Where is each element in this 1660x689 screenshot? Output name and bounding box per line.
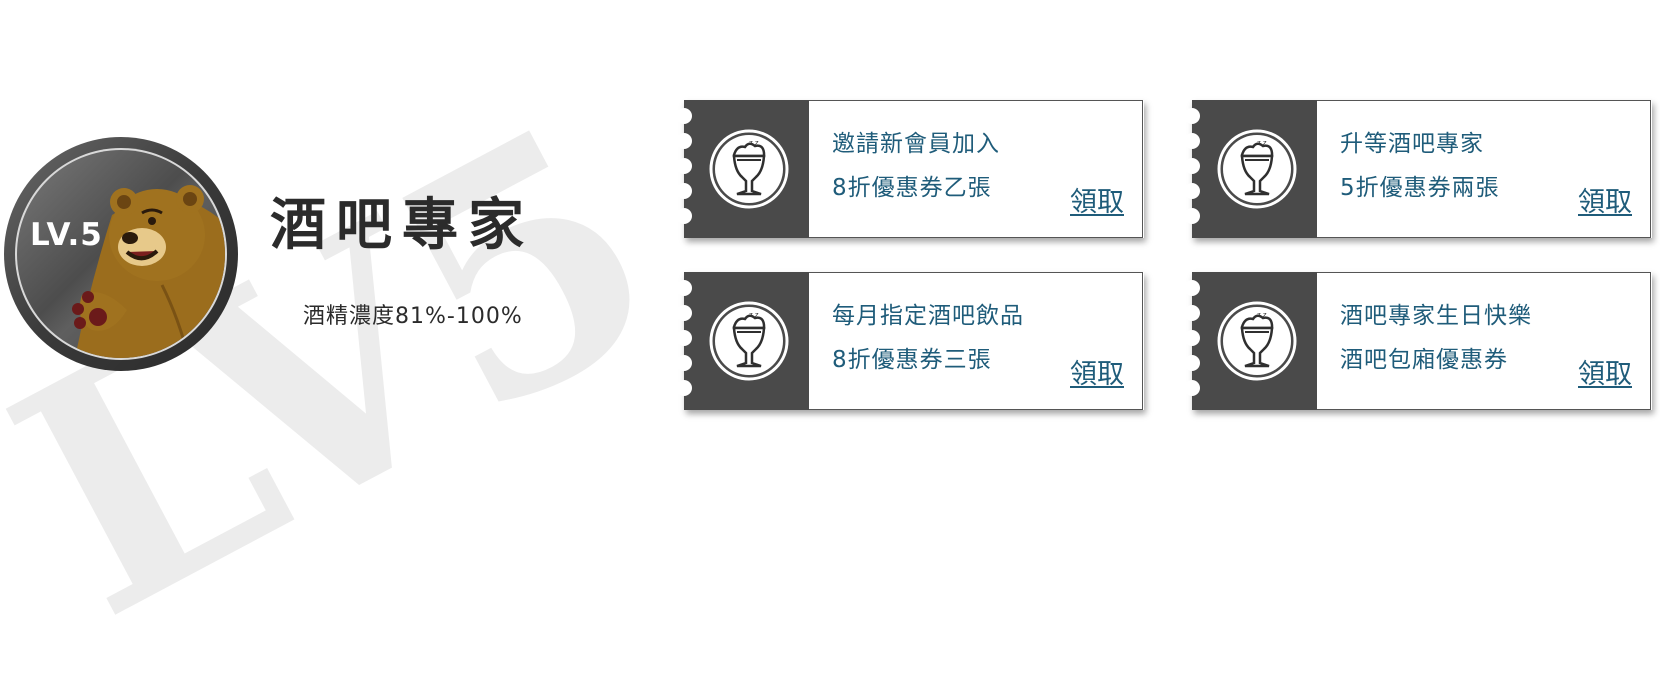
coupon-title: 每月指定酒吧飲品: [832, 303, 1024, 329]
coupon-card: z z 邀請新會員加入 8折優惠券乙張 領取: [676, 100, 1144, 238]
coupon-body: 每月指定酒吧飲品 8折優惠券三張 領取: [809, 272, 1143, 410]
svg-text:z z: z z: [749, 311, 759, 319]
level-subtitle: 酒精濃度81%-100%: [303, 304, 523, 329]
coupon-description: 8折優惠券三張: [832, 347, 992, 373]
coupon-title: 升等酒吧專家: [1340, 131, 1484, 157]
coupon-card: z z 升等酒吧專家 5折優惠券兩張 領取: [1184, 100, 1652, 238]
coupon-stub: z z: [676, 100, 809, 238]
bear-mascot-icon: [4, 137, 238, 371]
coupon-stub: z z: [1184, 272, 1317, 410]
claim-link[interactable]: 領取: [1578, 359, 1632, 390]
coupon-title: 邀請新會員加入: [832, 131, 1000, 157]
coupon-body: 升等酒吧專家 5折優惠券兩張 領取: [1317, 100, 1651, 238]
claim-link[interactable]: 領取: [1070, 187, 1124, 218]
coupon-stub: z z: [1184, 100, 1317, 238]
coupon-body: 酒吧專家生日快樂 酒吧包廂優惠券 領取: [1317, 272, 1651, 410]
claim-link[interactable]: 領取: [1578, 187, 1632, 218]
beer-glass-icon: z z: [709, 129, 789, 209]
level-title: 酒吧專家: [270, 193, 534, 258]
coupon-title: 酒吧專家生日快樂: [1340, 303, 1532, 329]
svg-text:z z: z z: [1257, 311, 1267, 319]
coupon-body: 邀請新會員加入 8折優惠券乙張 領取: [809, 100, 1143, 238]
badge-level-label: LV.5: [30, 217, 103, 253]
svg-text:z z: z z: [1257, 139, 1267, 147]
coupon-description: 5折優惠券兩張: [1340, 175, 1500, 201]
coupon-description: 8折優惠券乙張: [832, 175, 992, 201]
coupon-description: 酒吧包廂優惠券: [1340, 347, 1508, 373]
coupon-stub: z z: [676, 272, 809, 410]
level-badge: LV.5: [2, 135, 240, 373]
coupon-card: z z 每月指定酒吧飲品 8折優惠券三張 領取: [676, 272, 1144, 410]
beer-glass-icon: z z: [709, 301, 789, 381]
beer-glass-icon: z z: [1217, 129, 1297, 209]
coupon-card: z z 酒吧專家生日快樂 酒吧包廂優惠券 領取: [1184, 272, 1652, 410]
beer-glass-icon: z z: [1217, 301, 1297, 381]
svg-text:z z: z z: [749, 139, 759, 147]
claim-link[interactable]: 領取: [1070, 359, 1124, 390]
